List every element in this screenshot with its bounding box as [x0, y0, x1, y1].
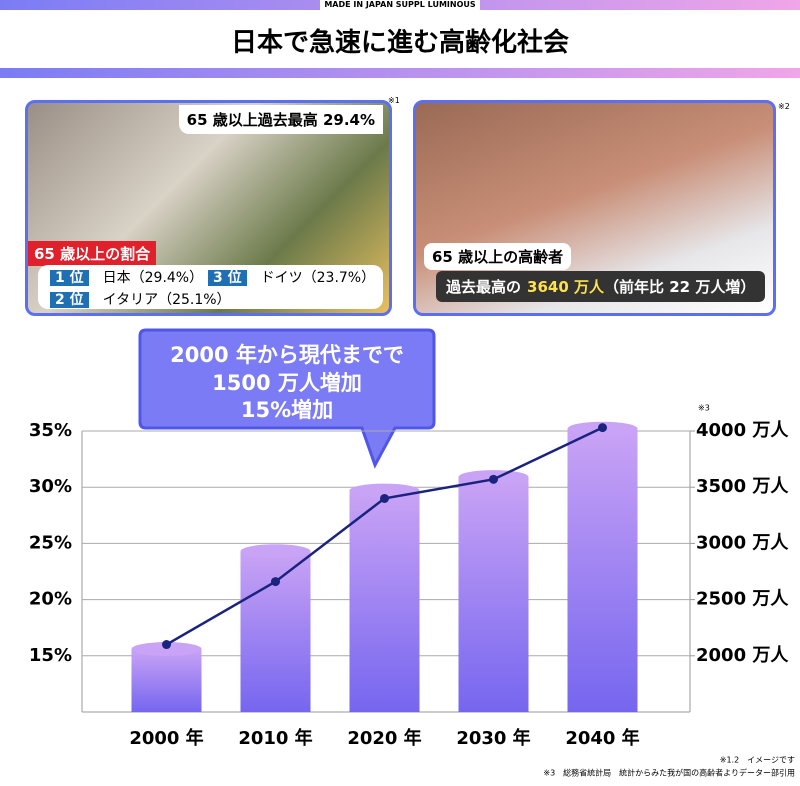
- point: [271, 577, 280, 587]
- point: [162, 640, 171, 650]
- y-tick-label: 25%: [29, 532, 72, 553]
- bar: [240, 551, 311, 712]
- y-tick-label: 35%: [29, 420, 72, 441]
- left-panel: 65 歳以上過去最高 29.4% 65 歳以上の割合 1 位日本（29.4%） 3…: [25, 100, 392, 316]
- bar: [349, 490, 420, 712]
- rank: 1 位: [50, 270, 89, 286]
- callout-text: 15%増加: [241, 398, 333, 422]
- x-tick-label: 2010 年: [238, 727, 312, 749]
- x-tick-label: 2040 年: [565, 727, 639, 749]
- y2-tick-label: 2500 万人: [696, 589, 789, 610]
- title: 日本で急速に進む高齢化社会: [230, 28, 569, 58]
- footnote: ※1.2 イメージです: [720, 756, 795, 765]
- callout-text: 2000 年から現代までで: [170, 343, 404, 367]
- rank: 2 位: [50, 292, 89, 308]
- text: 過去最高の: [446, 278, 522, 296]
- rank: 3 位: [208, 270, 247, 286]
- y-tick-label: 20%: [29, 589, 72, 610]
- ranking: 3 位ドイツ（23.7%）: [208, 267, 375, 287]
- y-tick-label: 15%: [29, 645, 72, 666]
- x-tick-label: 2020 年: [347, 727, 421, 749]
- brand: MADE IN JAPAN SUPPL LUMINOUS: [320, 0, 480, 10]
- y2-tick-label: 3500 万人: [696, 476, 789, 497]
- note: ※3: [698, 404, 710, 413]
- bar-cap: [240, 544, 311, 559]
- note: ※1: [388, 96, 400, 105]
- note: ※2: [778, 102, 790, 111]
- bar-cap: [349, 483, 420, 498]
- x-tick-label: 2000 年: [129, 727, 203, 749]
- ranking-heading: 65 歳以上の割合: [28, 241, 157, 266]
- point: [380, 493, 389, 503]
- point: [489, 474, 498, 484]
- rank-label: ドイツ（23.7%）: [260, 270, 376, 286]
- badge: 65 歳以上過去最高 29.4%: [178, 105, 383, 134]
- footnote: ※3 総務省統計局 統計からみた我が国の高齢者よりデーター部引用: [543, 768, 795, 778]
- rank-label: イタリア（25.1%）: [102, 292, 231, 308]
- text: （前年比 22 万人増）: [604, 278, 756, 296]
- rank-label: 日本（29.4%）: [102, 270, 204, 286]
- bottom-band: [0, 68, 800, 78]
- callout-text: 1500 万人増加: [212, 371, 362, 395]
- y2-tick-label: 2000 万人: [696, 645, 789, 666]
- y-tick-label: 30%: [29, 476, 72, 497]
- y2-tick-label: 3000 万人: [696, 532, 789, 553]
- point: [598, 423, 607, 433]
- right-panel: 65 歳以上の高齢者 過去最高の 3640 万人（前年比 22 万人増）: [413, 100, 776, 316]
- y2-tick-label: 4000 万人: [696, 420, 789, 441]
- callout-bubble: [138, 328, 436, 469]
- elderly-text: 過去最高の 3640 万人（前年比 22 万人増）: [436, 271, 766, 302]
- elderly-heading: 65 歳以上の高齢者: [424, 243, 572, 270]
- bar: [131, 649, 202, 712]
- x-tick-label: 2030 年: [456, 727, 530, 749]
- ranking: 1 位日本（29.4%）: [50, 267, 203, 287]
- ranking: 2 位イタリア（25.1%）: [50, 289, 231, 309]
- bar: [567, 428, 638, 712]
- bar: [458, 477, 529, 712]
- highlight: 3640 万人: [527, 278, 604, 296]
